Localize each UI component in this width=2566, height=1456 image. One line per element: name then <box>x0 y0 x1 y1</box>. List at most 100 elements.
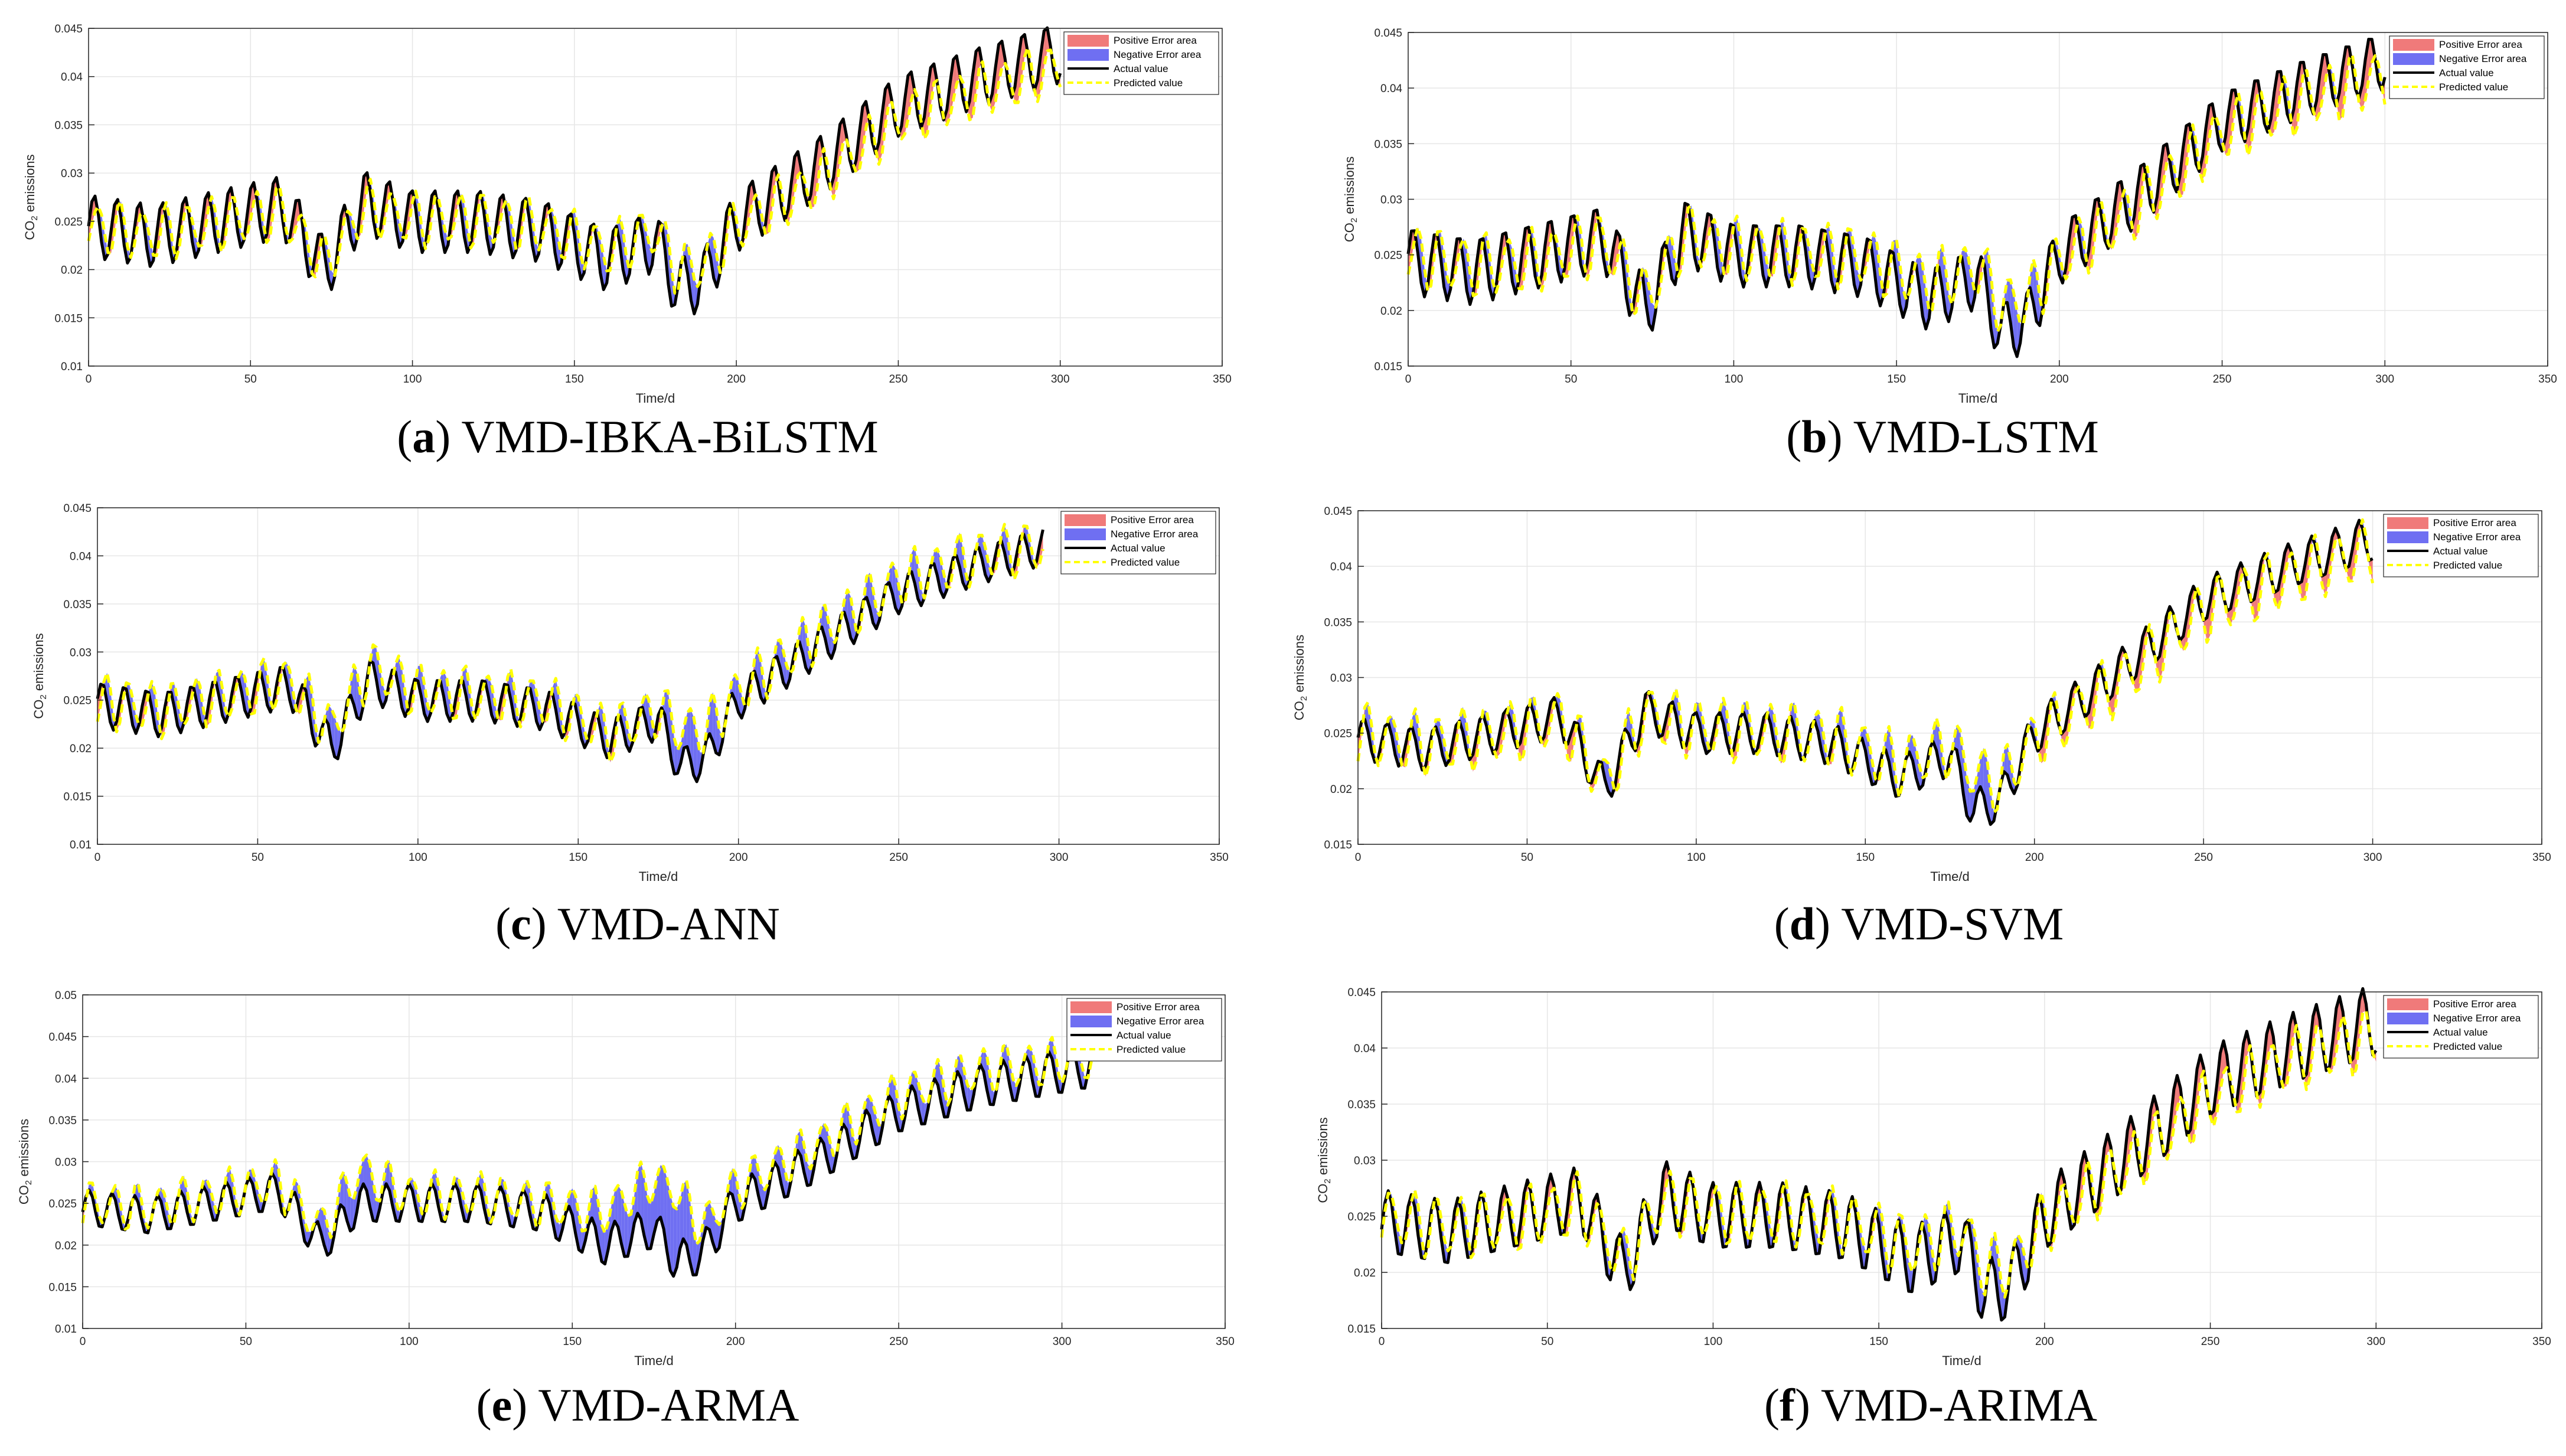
y-tick-label: 0.01 <box>55 1323 77 1336</box>
x-tick-label: 0 <box>94 851 101 864</box>
x-tick-label: 300 <box>2363 851 2382 864</box>
x-axis-title: Time/d <box>1930 869 1969 884</box>
y-axis-title-prefix: CO <box>1315 1184 1330 1203</box>
x-tick-label: 300 <box>1051 373 1070 386</box>
negative-error-area <box>363 1155 367 1191</box>
panel-e: 0 50 100 150 200 250 300 350 0.01 0.015 0.02 0.025 0… <box>18 980 1258 1370</box>
legend-swatch-negative <box>2387 531 2428 543</box>
predicted-value-line <box>96 523 1044 764</box>
y-tick-label: 0.05 <box>55 990 77 1002</box>
x-tick-label: 200 <box>729 851 748 864</box>
negative-error-area <box>1444 1240 1448 1263</box>
caption-d: (d) VMD-SVM <box>1774 898 2064 949</box>
positive-error-area <box>2163 143 2167 182</box>
y-tick-label: 0.03 <box>55 1157 77 1169</box>
positive-error-area <box>1571 216 1575 257</box>
negative-error-area <box>654 1176 658 1234</box>
x-tick-label: 200 <box>2050 373 2069 386</box>
predicted-value-line <box>1356 518 2375 814</box>
y-tick-label: 0.045 <box>1347 987 1376 999</box>
y-axis-title: CO2 emissions <box>22 154 40 240</box>
legend-label: Actual value <box>2433 546 2488 557</box>
legend-swatch-negative <box>2393 53 2434 65</box>
y-axis-title: CO2 emissions <box>18 1119 34 1204</box>
x-tick-label: 250 <box>889 1336 908 1348</box>
y-tick-label: 0.04 <box>1330 561 1352 573</box>
chart-b: 0 50 100 150 200 250 300 350 0.015 0.02 0.025 0.03 0… <box>1342 27 2557 406</box>
legend-label: Negative Error area <box>1116 1016 1204 1027</box>
axes-box <box>97 507 1220 845</box>
y-axis-title-prefix: CO <box>22 221 37 240</box>
negative-error-area <box>605 1222 609 1264</box>
negative-error-area <box>713 692 716 753</box>
negative-error-area <box>1980 747 1984 796</box>
legend-label: Predicted value <box>1111 557 1180 568</box>
legend-label: Positive Error area <box>1114 35 1197 46</box>
legend-label: Positive Error area <box>2433 517 2516 528</box>
negative-error-area <box>513 1214 517 1228</box>
y-tick-label: 0.025 <box>1374 250 1402 262</box>
y-tick-label: 0.03 <box>1330 672 1352 685</box>
negative-error-area <box>624 1203 628 1257</box>
y-axis-title-suffix: emissions <box>18 1119 31 1180</box>
panel-f: 0 50 100 150 200 250 300 350 0.015 0.02 0.025 0.03 0… <box>1299 980 2562 1370</box>
legend-label: Negative Error area <box>1111 528 1199 540</box>
x-tick-label: 200 <box>2035 1336 2054 1348</box>
negative-error-area <box>895 569 899 614</box>
y-tick-label: 0.015 <box>1374 361 1402 373</box>
negative-error-area <box>670 1193 674 1277</box>
predicted-value-line <box>87 45 1062 295</box>
y-tick-label: 0.025 <box>48 1198 77 1210</box>
legend-swatch-negative <box>1070 1016 1112 1027</box>
y-tick-label: 0.03 <box>61 168 83 180</box>
negative-error-area <box>592 1186 595 1227</box>
x-tick-label: 100 <box>400 1336 419 1348</box>
y-tick-label: 0.01 <box>70 839 92 851</box>
legend-swatch-positive <box>2387 998 2428 1010</box>
y-tick-label: 0.035 <box>48 1115 77 1127</box>
negative-error-area <box>709 692 713 742</box>
negative-error-area <box>962 547 967 590</box>
y-axis-title-prefix: CO <box>18 1185 31 1204</box>
negative-error-area <box>921 1095 925 1124</box>
legend-label: Predicted value <box>2439 81 2508 93</box>
x-axis-title: Time/d <box>639 869 678 884</box>
y-axis-title-suffix: emissions <box>1342 156 1357 218</box>
legend-label: Negative Error area <box>2433 1013 2521 1024</box>
y-axis-title: CO2 emissions <box>1342 156 1359 242</box>
x-tick-label: 250 <box>889 851 908 864</box>
y-axis-title-suffix: emissions <box>31 633 46 694</box>
negative-error-area <box>899 1107 902 1131</box>
legend-label: Positive Error area <box>2433 998 2516 1010</box>
negative-error-area <box>873 589 877 629</box>
negative-error-area <box>1936 717 1940 768</box>
x-tick-label: 150 <box>1887 373 1906 386</box>
y-axis-title-suffix: emissions <box>22 154 37 216</box>
x-tick-label: 100 <box>409 851 427 864</box>
x-axis-title: Time/d <box>1958 391 1997 406</box>
y-tick-label: 0.02 <box>1330 784 1352 796</box>
chart-e: 0 50 100 150 200 250 300 350 0.01 0.015 0.02 0.025 0… <box>18 990 1235 1368</box>
predicted-value-line <box>1406 53 2387 334</box>
positive-error-area <box>1730 223 1734 252</box>
y-tick-label: 0.04 <box>55 1073 77 1085</box>
negative-error-area <box>1943 760 1947 779</box>
negative-error-area <box>1032 1052 1036 1096</box>
y-tick-label: 0.01 <box>61 361 83 373</box>
y-axis-title-prefix: CO <box>31 700 46 719</box>
x-tick-label: 100 <box>403 373 422 386</box>
negative-error-area <box>690 1197 693 1275</box>
negative-error-area <box>1049 1037 1052 1059</box>
y-tick-label: 0.02 <box>1354 1267 1376 1279</box>
x-tick-label: 50 <box>1521 851 1533 864</box>
negative-error-area <box>681 244 685 266</box>
x-tick-label: 100 <box>1704 1336 1723 1348</box>
x-tick-label: 250 <box>2194 851 2213 864</box>
positive-error-area <box>1021 34 1025 83</box>
x-tick-label: 250 <box>889 373 908 386</box>
negative-error-area <box>1908 1261 1912 1292</box>
panel-c: 0 50 100 150 200 250 300 350 0.01 0.015 0.02 0.025 0… <box>18 496 1258 886</box>
negative-error-area <box>2004 744 2007 775</box>
legend-label: Positive Error area <box>2439 39 2522 50</box>
negative-error-area <box>2001 1285 2005 1320</box>
